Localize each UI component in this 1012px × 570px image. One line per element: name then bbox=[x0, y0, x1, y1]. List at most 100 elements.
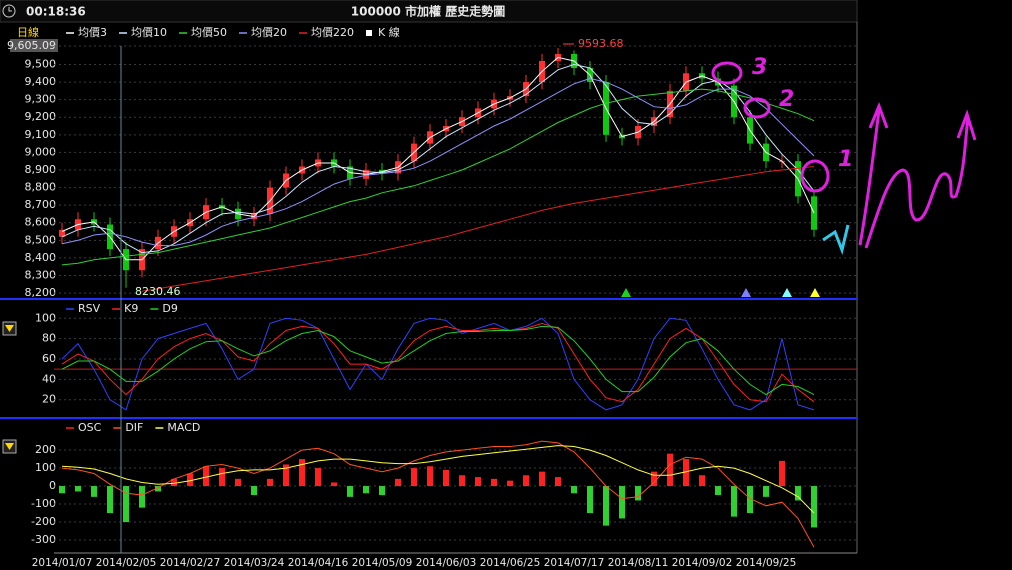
x-tick-label: 2014/02/05 bbox=[96, 557, 157, 569]
handwritten-check bbox=[822, 224, 850, 256]
osc-bar bbox=[443, 469, 449, 487]
osc-bar bbox=[299, 459, 305, 487]
osc-bar bbox=[107, 486, 113, 514]
y-tick-label: 9,200 bbox=[25, 110, 57, 123]
y-tick-label: 8,900 bbox=[25, 163, 57, 176]
x-tick-label: 2014/06/25 bbox=[480, 557, 541, 569]
osc-bar bbox=[203, 466, 209, 487]
osc-bar bbox=[267, 478, 273, 487]
osc-bar bbox=[539, 471, 545, 487]
y-tick-label: 9,400 bbox=[25, 75, 57, 88]
y-tick-label: 8,600 bbox=[25, 216, 57, 229]
handwritten-note: 1 bbox=[838, 147, 853, 172]
osc-bar bbox=[475, 477, 481, 487]
y-tick-label: 9,100 bbox=[25, 128, 57, 141]
signal-marker bbox=[782, 288, 792, 297]
legend-swatch bbox=[366, 30, 372, 36]
y-tick-label: 9,000 bbox=[25, 145, 57, 158]
osc-bar bbox=[331, 482, 337, 487]
handwritten-marks bbox=[711, 61, 977, 249]
osc-bar bbox=[379, 486, 385, 496]
handwritten-note: 2 bbox=[779, 87, 794, 112]
osc-bar bbox=[795, 486, 801, 501]
legend-label: 均價3 bbox=[78, 25, 107, 39]
osc-bar bbox=[139, 486, 145, 508]
osc-bar bbox=[123, 486, 129, 523]
osc-bar bbox=[251, 486, 257, 496]
legend-label: 日線 bbox=[17, 25, 39, 39]
y-tick-label: 8,500 bbox=[25, 233, 57, 246]
y-tick-label: 9,500 bbox=[25, 57, 57, 70]
legend-label: 均價10 bbox=[131, 25, 167, 39]
y-tick-label: 8,200 bbox=[25, 286, 57, 299]
osc-bar bbox=[283, 464, 289, 487]
osc-bar bbox=[555, 477, 561, 487]
x-tick-label: 2014/09/02 bbox=[672, 557, 733, 569]
osc-bar bbox=[411, 468, 417, 487]
osc-bar bbox=[715, 486, 721, 496]
clock-icon bbox=[2, 4, 16, 18]
osc-bar bbox=[731, 486, 737, 517]
osc-bar bbox=[571, 486, 577, 494]
osc-bar bbox=[763, 486, 769, 497]
max-label: 9593.68 bbox=[578, 37, 624, 50]
series-line bbox=[61, 325, 815, 396]
title-bar bbox=[0, 0, 858, 23]
x-tick-label: 2014/05/09 bbox=[352, 557, 413, 569]
x-tick-label: 2014/07/17 bbox=[544, 557, 605, 569]
osc-bar bbox=[699, 475, 705, 487]
legend-label: DIF bbox=[125, 421, 143, 434]
osc-bar bbox=[507, 480, 513, 487]
signal-marker bbox=[621, 288, 631, 297]
series-line bbox=[61, 63, 815, 254]
y-tick-label: 9,300 bbox=[25, 93, 57, 106]
osc-bar bbox=[523, 475, 529, 487]
y-tick-label: 20 bbox=[42, 393, 56, 406]
y-tick-label: 8,300 bbox=[25, 268, 57, 281]
x-tick-label: 2014/09/25 bbox=[736, 557, 797, 569]
osc-bar bbox=[91, 486, 97, 497]
min-label: 8230.46 bbox=[135, 285, 181, 298]
y-tick-label: -100 bbox=[31, 497, 56, 510]
x-tick-label: 2014/08/11 bbox=[608, 557, 669, 569]
osc-bar bbox=[747, 486, 753, 514]
osc-bar bbox=[683, 459, 689, 487]
osc-bar bbox=[219, 468, 225, 487]
series-line bbox=[141, 166, 815, 292]
series-line bbox=[61, 56, 815, 261]
series-line bbox=[61, 317, 815, 411]
osc-bar bbox=[811, 486, 817, 528]
y-tick-label: 80 bbox=[42, 332, 56, 345]
x-tick-label: 2014/04/16 bbox=[288, 557, 349, 569]
osc-bar bbox=[427, 466, 433, 487]
signal-marker bbox=[741, 288, 751, 297]
y-tick-label: 100 bbox=[35, 461, 56, 474]
y-tick-label: 0 bbox=[49, 479, 56, 492]
osc-bar bbox=[59, 486, 65, 494]
x-tick-label: 2014/06/03 bbox=[416, 557, 477, 569]
series-line bbox=[61, 445, 815, 514]
y-tick-label: -200 bbox=[31, 515, 56, 528]
clock-time: 00:18:36 bbox=[26, 5, 86, 19]
osc-bar bbox=[235, 478, 241, 487]
osc-bar bbox=[459, 475, 465, 487]
legend-label: 均價20 bbox=[251, 25, 287, 39]
osc-bar bbox=[603, 486, 609, 526]
legend-label: OSC bbox=[78, 421, 102, 434]
osc-bar bbox=[315, 468, 321, 487]
osc-bar bbox=[187, 473, 193, 487]
panel-menu-icon bbox=[5, 443, 14, 450]
osc-bar bbox=[779, 460, 785, 487]
y-tick-label: 8,800 bbox=[25, 181, 57, 194]
handwritten-note: 3 bbox=[752, 55, 767, 80]
legend-label: MACD bbox=[167, 421, 200, 434]
x-tick-label: 2014/02/27 bbox=[160, 557, 221, 569]
y-tick-label: -300 bbox=[31, 533, 56, 546]
plot-area: 8,200 8,300 8,400 8,500 8,600 8,700 8,800 8,900… bbox=[7, 25, 857, 569]
osc-bar bbox=[347, 486, 353, 497]
legend-label: RSV bbox=[78, 302, 101, 315]
legend-label: D9 bbox=[162, 302, 177, 315]
